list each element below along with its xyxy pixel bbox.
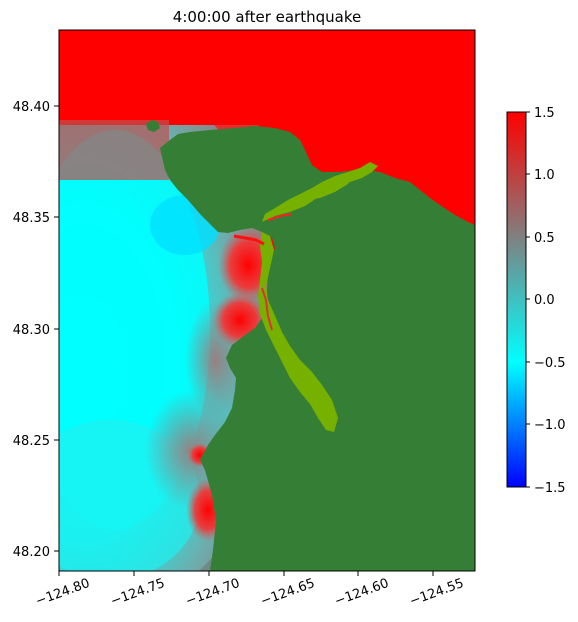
red-channel-3: [267, 213, 293, 221]
northwest-red-band: [59, 30, 475, 125]
colorbar-gradient: [507, 112, 526, 487]
red-channel-2: [261, 287, 273, 331]
x-axis: −124.80 −124.75 −124.70 −124.65 −124.60 …: [34, 571, 466, 609]
small-island: [146, 120, 160, 132]
land-mass: [160, 126, 475, 571]
colorbar-tick-label: −1.0: [534, 418, 566, 433]
colorbar: 1.5 1.0 0.5 0.0 −0.5 −1.0 −1.5: [506, 106, 566, 496]
y-tick-label: 48.20: [13, 545, 50, 560]
colorbar-tick-label: 0.5: [534, 231, 555, 246]
plot-title: 4:00:00 after earthquake: [173, 8, 361, 26]
map-plot-area: [59, 30, 475, 571]
plot-frame: [58, 29, 476, 572]
colorbar-tick-label: 0.0: [534, 293, 555, 308]
x-tick-label: −124.65: [259, 576, 317, 609]
y-tick-label: 48.40: [13, 100, 50, 115]
x-tick-label: −124.70: [184, 576, 242, 609]
y-axis: 48.40 48.35 48.30 48.25 48.20: [13, 100, 59, 560]
intertidal-channel: [258, 232, 338, 432]
y-tick-label: 48.25: [13, 434, 50, 449]
colorbar-tick-label: −0.5: [534, 356, 566, 371]
x-tick-label: −124.75: [109, 576, 167, 609]
colorbar-tick-label: 1.5: [534, 106, 555, 121]
red-channel: [233, 234, 265, 246]
x-tick-label: −124.60: [333, 576, 391, 609]
intertidal-patch-north: [300, 172, 355, 200]
colorbar-tick-label: −1.5: [534, 481, 566, 496]
y-tick-label: 48.30: [13, 323, 50, 338]
colorbar-tick-label: 1.0: [534, 168, 555, 183]
y-tick-label: 48.35: [13, 211, 50, 226]
x-tick-label: −124.80: [34, 576, 92, 609]
x-tick-label: −124.55: [408, 576, 466, 609]
